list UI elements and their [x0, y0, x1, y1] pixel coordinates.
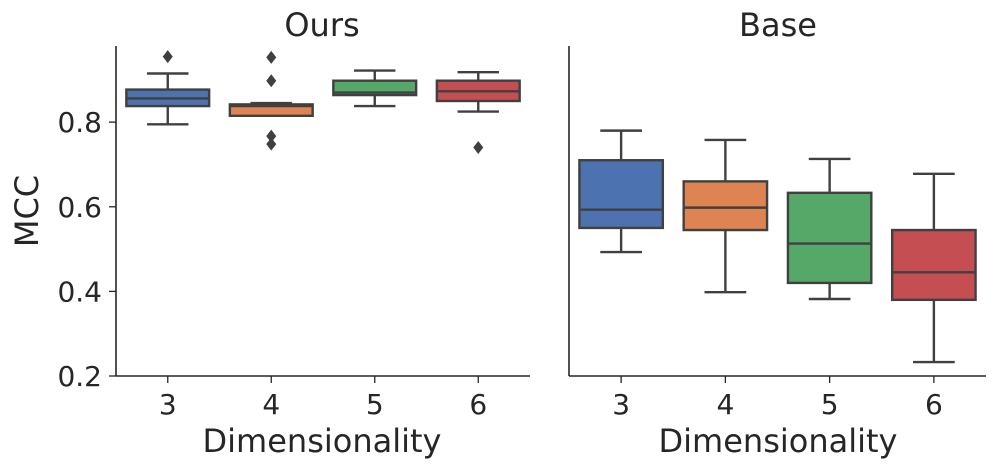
outlier-point — [266, 137, 277, 151]
box-base-3 — [578, 129, 665, 254]
outlier-point — [266, 74, 277, 88]
x-tick-label: 3 — [159, 388, 177, 421]
outlier-point — [266, 129, 277, 143]
box-ours-5 — [332, 69, 418, 108]
x-tick-label: 3 — [612, 388, 630, 421]
iqr-box — [786, 191, 873, 285]
y-tick-label: 0.6 — [57, 191, 102, 224]
outlier-point — [473, 141, 484, 155]
box-base-6 — [890, 172, 977, 364]
panel-ours: Ours Dimensionality MCC — [8, 6, 530, 460]
box-base-4 — [682, 138, 769, 294]
x-tick-label: 5 — [821, 388, 839, 421]
x-tick-label: 6 — [925, 388, 943, 421]
x-axis-title-base: Dimensionality — [659, 422, 898, 460]
box-base-5 — [786, 157, 873, 301]
iqr-box — [890, 228, 977, 302]
box-ours-6 — [435, 71, 521, 155]
iqr-box — [228, 103, 314, 118]
iqr-box — [578, 159, 665, 230]
y-tick-label: 0.8 — [57, 106, 102, 139]
y-tick-label: 0.2 — [57, 360, 102, 393]
outlier-point — [266, 50, 277, 64]
box-ours-4 — [228, 50, 314, 151]
x-axis-title-ours: Dimensionality — [203, 422, 442, 460]
y-tick-label: 0.4 — [57, 275, 102, 308]
panel-base: Base Dimensionality — [568, 6, 986, 460]
x-tick-label: 6 — [469, 388, 487, 421]
x-tick-label: 4 — [716, 388, 734, 421]
x-tick-label: 5 — [366, 388, 384, 421]
outlier-point — [162, 50, 173, 64]
panel-title-base: Base — [739, 6, 817, 44]
x-tick-label: 4 — [262, 388, 280, 421]
chart-marks: 0.2 0.4 0.6 0.8 3 4 5 6 3 4 5 6 — [57, 50, 977, 421]
iqr-box — [682, 180, 769, 232]
panel-title-ours: Ours — [284, 6, 359, 44]
y-axis-title: MCC — [8, 175, 46, 247]
box-ours-3 — [125, 50, 211, 126]
